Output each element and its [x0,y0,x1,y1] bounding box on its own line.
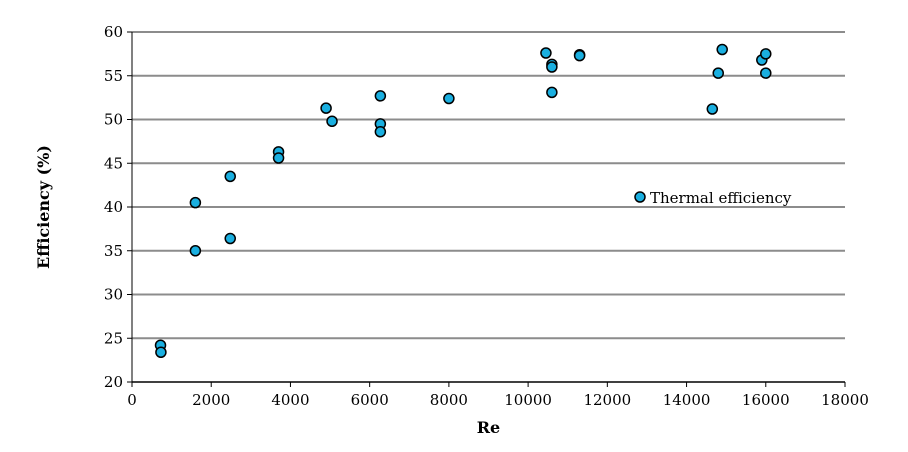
legend-label: Thermal efficiency [650,189,792,207]
y-tick-label: 40 [104,198,123,216]
data-point [760,48,772,60]
y-tick-label: 45 [104,154,123,172]
gridlines [132,31,845,340]
y-tick-label: 55 [104,67,123,85]
x-tick-label: 10000 [504,391,552,409]
x-tick-label: 4000 [271,391,309,409]
x-axis-title: Re [477,418,500,437]
y-tick-label: 20 [104,373,123,391]
data-point [706,103,719,115]
axes [127,31,846,387]
data-point [272,152,285,164]
data-point [320,102,332,114]
y-tick-label: 60 [104,23,123,41]
data-point [443,92,455,105]
data-point [374,126,387,138]
x-tick-label: 18000 [821,391,869,409]
data-point [326,115,338,127]
data-point [189,196,202,209]
legend: Thermal efficiency [634,189,792,207]
y-tick-label: 35 [104,242,123,260]
data-point [573,49,586,62]
data-point [224,232,236,245]
data-points [154,43,772,358]
y-tick-label: 30 [104,286,123,304]
data-point [374,90,387,102]
data-point [540,47,552,59]
x-tick-label: 6000 [351,391,389,409]
tick-labels: 20 25 30 35 40 45 50 55 60 0 2000 4000 6000 8000 10000… [104,23,869,409]
x-tick-label: 8000 [430,391,468,409]
x-tick-label: 0 [127,391,137,409]
x-tick-label: 14000 [663,391,711,409]
data-point [546,61,558,73]
data-point [716,43,728,56]
x-tick-label: 2000 [192,391,230,409]
x-tick-label: 16000 [742,391,790,409]
y-tick-label: 50 [104,111,123,129]
y-tick-label: 25 [104,329,123,347]
data-point [760,67,772,79]
data-point [546,86,558,99]
x-tick-label: 12000 [583,391,631,409]
data-point [189,245,202,257]
legend-marker [634,191,646,203]
y-axis-title: Efficiency (%) [34,145,53,269]
data-point [224,170,236,183]
data-point [155,346,167,358]
data-point [712,67,724,79]
